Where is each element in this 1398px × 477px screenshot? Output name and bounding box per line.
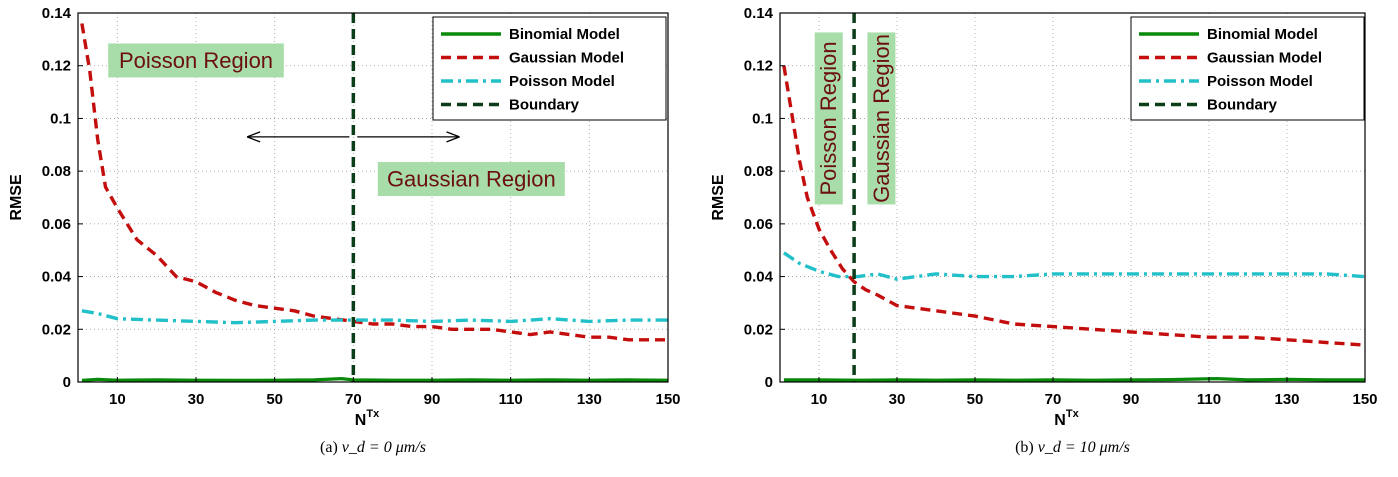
y-tick-label: 0.02: [744, 321, 773, 338]
y-tick-label: 0.06: [744, 216, 773, 233]
legend-label-gaussian: Gaussian Model: [1207, 50, 1322, 67]
y-axis-label: RMSE: [710, 174, 727, 221]
chart-b: Poisson Region Gaussian Region 10 30 50 70 90 1…: [710, 5, 1378, 456]
x-tick-label: 110: [1197, 391, 1221, 408]
x-axis-label-sup: Tx: [366, 408, 380, 420]
legend-label-gaussian: Gaussian Model: [509, 50, 624, 67]
y-tick-label: 0: [765, 374, 773, 391]
series-poisson: [81, 309, 668, 325]
y-tick-label: 0.14: [42, 5, 72, 22]
region-label: Poisson Region: [119, 48, 273, 73]
series-binomial: [81, 377, 669, 382]
caption: (b) v_d = 10 μm/s: [1015, 439, 1130, 456]
x-tick-label: 50: [266, 391, 283, 408]
x-tick-label: 90: [1123, 391, 1140, 408]
x-axis-label: NTx: [355, 408, 380, 429]
caption-prefix: (b): [1015, 439, 1038, 456]
arrow-head: [446, 131, 460, 143]
y-tick-label: 0.02: [42, 321, 71, 338]
region-label: Poisson Region: [816, 41, 841, 195]
y-tick-label: 0.04: [42, 269, 72, 286]
series-poisson: [782, 251, 1366, 281]
region-box: [867, 32, 896, 205]
axes-frame: [779, 12, 1366, 383]
x-axis-label: NTx: [1054, 408, 1079, 429]
region-label: Gaussian Region: [387, 167, 556, 192]
x-tick-label: 10: [811, 391, 828, 408]
legend-label-poisson: Poisson Model: [1207, 73, 1313, 90]
x-tick-label: 50: [967, 391, 984, 408]
series-binomial: [783, 377, 1365, 382]
x-tick-label: 150: [655, 391, 680, 408]
y-tick-label: 0.08: [744, 163, 773, 180]
y-tick-label: 0.04: [744, 269, 774, 286]
chart-a: Poisson Region Gaussian Region 10 30 50 70 90 1…: [8, 5, 681, 456]
arrow-head: [246, 131, 261, 143]
y-tick-label: 0.12: [42, 58, 71, 75]
y-tick-label: 0.08: [42, 163, 71, 180]
region-box: [108, 43, 284, 78]
legend-label-poisson: Poisson Model: [509, 73, 615, 90]
x-tick-label: 130: [577, 391, 602, 408]
region-label: Gaussian Region: [869, 34, 894, 203]
legend-label-binomial: Binomial Model: [1207, 26, 1318, 43]
x-tick-label: 30: [889, 391, 906, 408]
y-tick-label: 0.1: [752, 110, 773, 127]
caption-formula: v_d = 10 μm/s: [1038, 439, 1130, 456]
y-axis-label: RMSE: [8, 174, 25, 221]
legend-label-binomial: Binomial Model: [509, 26, 620, 43]
y-tick-label: 0: [63, 374, 71, 391]
legend: Binomial Model Gaussian Model Poisson Mode…: [1130, 16, 1365, 121]
caption-prefix: (a): [320, 439, 342, 456]
x-tick-label: 70: [1045, 391, 1062, 408]
x-tick-label: 150: [1352, 391, 1377, 408]
y-tick-label: 0.1: [50, 110, 71, 127]
legend-label-boundary: Boundary: [1207, 97, 1278, 114]
caption-formula: v_d = 0 μm/s: [342, 439, 426, 456]
y-tick-label: 0.12: [744, 58, 773, 75]
x-tick-label: 30: [188, 391, 205, 408]
x-tick-label: 90: [424, 391, 441, 408]
axes-frame: [77, 12, 669, 383]
x-tick-label: 130: [1274, 391, 1299, 408]
x-axis-label-sup: Tx: [1066, 408, 1080, 420]
y-tick-label: 0.14: [744, 5, 774, 22]
legend-label-boundary: Boundary: [509, 97, 580, 114]
legend: Binomial Model Gaussian Model Poisson Mode…: [432, 16, 667, 121]
x-tick-label: 10: [109, 391, 126, 408]
caption: (a) v_d = 0 μm/s: [320, 439, 426, 456]
x-tick-label: 110: [499, 391, 523, 408]
region-box: [814, 32, 843, 205]
region-box: [377, 162, 565, 197]
y-tick-label: 0.06: [42, 216, 71, 233]
x-tick-label: 70: [345, 391, 362, 408]
